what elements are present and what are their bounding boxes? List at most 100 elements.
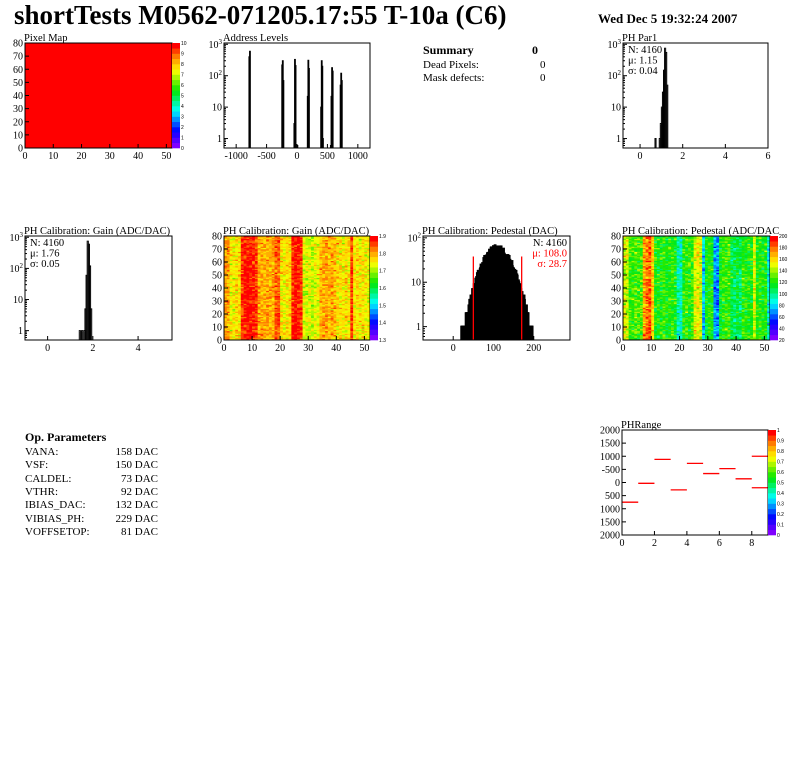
- heatmap-cell: [305, 308, 309, 311]
- heatmap-cell: [240, 254, 244, 256]
- heatmap-cell: [249, 281, 253, 284]
- heatmap-cell: [367, 259, 370, 261]
- heatmap-cell: [347, 324, 351, 326]
- heatmap-cell: [339, 239, 343, 242]
- heatmap-cell: [229, 293, 233, 295]
- heatmap-cell: [240, 242, 244, 245]
- heatmap-cell: [249, 299, 253, 302]
- heatmap-cell: [319, 332, 323, 334]
- heatmap-cell: [263, 321, 267, 324]
- heatmap-cell: [288, 301, 292, 303]
- heatmap-cell: [226, 315, 230, 317]
- heatmap-cell: [305, 243, 309, 246]
- heatmap-cell: [274, 307, 278, 310]
- heatmap-cell: [263, 258, 267, 260]
- heatmap-cell: [299, 308, 303, 311]
- heatmap-cell: [232, 249, 236, 251]
- heatmap-cell: [266, 320, 270, 323]
- op-parameters-title: Op. Parameters: [25, 430, 107, 444]
- heatmap-cell: [254, 312, 258, 315]
- heatmap-cell: [297, 325, 301, 328]
- heatmap-cell: [257, 295, 261, 298]
- heatmap-cell: [257, 304, 261, 307]
- heatmap-cell: [288, 282, 292, 285]
- heatmap-cell: [628, 323, 632, 325]
- heatmap-cell: [316, 316, 320, 319]
- heatmap-cell: [246, 310, 250, 312]
- op-parameter-label: VTHR:: [25, 485, 58, 498]
- heatmap-cell: [246, 285, 250, 287]
- heatmap-cell: [297, 301, 301, 303]
- heatmap-cell: [285, 328, 289, 330]
- heatmap-cell: [316, 289, 320, 291]
- heatmap-cell: [623, 281, 627, 284]
- heatmap-cell: [355, 315, 360, 317]
- heatmap-cell: [224, 268, 228, 271]
- heatmap-cell: [325, 312, 329, 315]
- heatmap-cell: [268, 310, 273, 312]
- heatmap-cell: [291, 316, 295, 319]
- heatmap-cell: [254, 302, 258, 304]
- plot-frame: [622, 42, 769, 149]
- heatmap-cell: [257, 316, 261, 319]
- heatmap-cell: [305, 301, 309, 303]
- heatmap-cell: [246, 288, 250, 290]
- heatmap-cell: [311, 302, 315, 304]
- heatmap-cell: [322, 275, 326, 277]
- heatmap-cell: [355, 299, 360, 302]
- heatmap-cell: [308, 302, 312, 304]
- heatmap-cell: [336, 314, 340, 316]
- heatmap-cell: [327, 273, 331, 276]
- heatmap-cell: [355, 247, 360, 250]
- heatmap-cell: [625, 315, 629, 317]
- heatmap-cell: [224, 319, 228, 321]
- heatmap-cell: [355, 319, 360, 321]
- heatmap-cell: [302, 269, 306, 272]
- heatmap-cell: [341, 299, 346, 302]
- heatmap-cell: [333, 336, 337, 338]
- heatmap-cell: [232, 237, 236, 239]
- heatmap-cell: [347, 297, 351, 299]
- heatmap-cell: [364, 236, 368, 238]
- heatmap-cell: [240, 329, 244, 332]
- y-tick-label: 102: [209, 69, 223, 82]
- heatmap-cell: [294, 333, 298, 336]
- heatmap-cell: [232, 258, 236, 260]
- heatmap-cell: [358, 254, 362, 256]
- colorbar-cell: [370, 298, 378, 304]
- heatmap-cell: [224, 239, 228, 242]
- heatmap-cell: [628, 290, 632, 293]
- heatmap-cell: [224, 278, 228, 281]
- heatmap-cell: [257, 291, 261, 294]
- heatmap-cell: [347, 243, 351, 246]
- heatmap-cell: [249, 306, 253, 308]
- heatmap-cell: [628, 273, 632, 276]
- heatmap-cell: [240, 237, 244, 239]
- heatmap-cell: [243, 245, 247, 247]
- heatmap-cell: [280, 316, 284, 319]
- heatmap-cell: [285, 315, 289, 317]
- heatmap-cell: [238, 295, 242, 298]
- heatmap-cell: [243, 327, 247, 329]
- heatmap-cell: [628, 315, 632, 317]
- heatmap-cell: [257, 242, 261, 245]
- heatmap-cell: [274, 332, 278, 334]
- heatmap-cell: [232, 269, 236, 272]
- heatmap-cell: [625, 236, 629, 238]
- heatmap-cell: [232, 281, 236, 284]
- heatmap-cell: [232, 273, 236, 276]
- heatmap-cell: [291, 302, 295, 304]
- heatmap-cell: [316, 327, 320, 329]
- histogram-bin: [249, 50, 251, 148]
- heatmap-cell: [229, 323, 233, 325]
- heatmap-cell: [224, 250, 228, 252]
- heatmap-cell: [313, 312, 317, 315]
- heatmap-cell: [316, 337, 320, 339]
- heatmap-cell: [625, 262, 629, 264]
- heatmap-cell: [302, 324, 306, 326]
- heatmap-cell: [625, 271, 629, 273]
- heatmap-cell: [224, 285, 228, 287]
- heatmap-cell: [224, 276, 228, 278]
- heatmap-cell: [350, 297, 354, 299]
- heatmap-cell: [358, 268, 362, 271]
